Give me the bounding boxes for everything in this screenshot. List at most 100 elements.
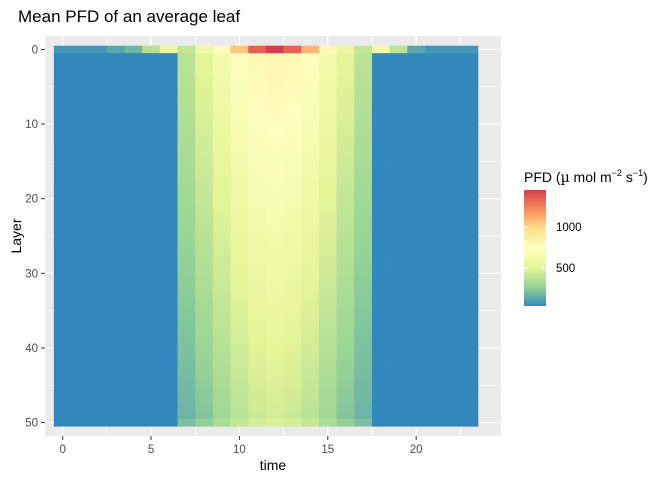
heatmap-tile <box>265 165 284 173</box>
y-tick-label: 50 <box>25 418 38 430</box>
heatmap-tile <box>318 269 337 278</box>
heatmap-tile <box>71 157 90 166</box>
heatmap-tile <box>177 351 196 360</box>
heatmap-tile <box>89 142 108 151</box>
heatmap-tile <box>71 68 90 76</box>
heatmap-tile <box>425 127 443 136</box>
heatmap-tile <box>230 262 249 270</box>
heatmap-tile <box>195 291 214 300</box>
heatmap-tile <box>106 403 125 412</box>
heatmap-tile <box>230 247 249 255</box>
heatmap-tile <box>89 112 108 121</box>
heatmap-tile <box>442 359 461 367</box>
heatmap-tile <box>318 314 337 323</box>
heatmap-tile <box>53 217 72 226</box>
heatmap-tile <box>336 90 355 99</box>
heatmap-tile <box>177 254 196 263</box>
heatmap-tile <box>53 269 72 278</box>
heatmap-tile <box>318 135 337 144</box>
heatmap-tile <box>336 165 355 173</box>
heatmap-tile <box>212 172 231 181</box>
heatmap-tile <box>283 194 302 203</box>
heatmap-tile <box>89 217 108 226</box>
heatmap-tile <box>407 388 426 397</box>
heatmap-tile <box>71 120 90 129</box>
heatmap-tile <box>177 120 196 129</box>
heatmap-tile <box>53 60 72 69</box>
heatmap-tile <box>301 291 320 300</box>
heatmap-tile <box>460 127 479 136</box>
heatmap-tile <box>71 247 90 255</box>
heatmap-tile <box>371 165 390 173</box>
heatmap-tile <box>195 262 214 270</box>
heatmap-tile <box>425 344 443 352</box>
heatmap-tile <box>71 142 90 151</box>
heatmap-tile <box>460 135 479 144</box>
heatmap-tile <box>283 83 302 91</box>
heatmap-tile <box>354 224 373 233</box>
heatmap-tile <box>106 68 125 76</box>
heatmap-tile <box>425 60 443 69</box>
heatmap-tile <box>159 336 178 345</box>
heatmap-tile <box>177 366 196 375</box>
heatmap-tile <box>460 247 479 255</box>
heatmap-tile <box>53 403 72 412</box>
heatmap-tile <box>89 411 108 420</box>
heatmap-tile <box>336 142 355 151</box>
heatmap-tile <box>460 284 479 293</box>
heatmap-tile <box>354 202 373 211</box>
heatmap-tile <box>71 336 90 345</box>
heatmap-tile <box>142 254 161 263</box>
heatmap-tile <box>265 97 284 106</box>
heatmap-tile <box>248 388 267 397</box>
heatmap-tile <box>301 105 320 114</box>
heatmap-tile <box>283 247 302 255</box>
heatmap-tile <box>354 209 373 218</box>
heatmap-tile <box>283 291 302 300</box>
heatmap-tile <box>230 127 249 136</box>
heatmap-tile <box>389 194 408 203</box>
legend-tick-label: 500 <box>556 263 575 275</box>
heatmap-tile <box>248 75 267 84</box>
heatmap-tile <box>371 366 390 375</box>
heatmap-tile <box>371 299 390 308</box>
heatmap-tile <box>159 374 178 382</box>
heatmap-tile <box>460 232 479 241</box>
heatmap-tile <box>318 329 337 338</box>
heatmap-tile <box>371 396 390 405</box>
heatmap-tile <box>442 403 461 412</box>
heatmap-tile <box>195 254 214 263</box>
heatmap-tile <box>177 239 196 248</box>
heatmap-tile <box>89 232 108 241</box>
heatmap-tile <box>407 157 426 166</box>
heatmap-tile <box>71 388 90 397</box>
heatmap-tile <box>371 75 390 84</box>
heatmap-tile <box>230 291 249 300</box>
heatmap-tile <box>230 254 249 263</box>
heatmap-tile <box>159 105 178 114</box>
heatmap-tile <box>195 374 214 382</box>
heatmap-tile <box>407 217 426 226</box>
heatmap-tile <box>442 344 461 352</box>
heatmap-tile <box>425 135 443 144</box>
heatmap-tile <box>425 187 443 196</box>
heatmap-tile <box>124 359 143 367</box>
heatmap-tile <box>89 321 108 330</box>
heatmap-tile <box>283 68 302 76</box>
heatmap-tile <box>460 306 479 315</box>
heatmap-tile <box>89 306 108 315</box>
heatmap-tile <box>106 291 125 300</box>
heatmap-tile <box>265 329 284 338</box>
heatmap-tile <box>407 284 426 293</box>
heatmap-tile <box>371 172 390 181</box>
heatmap-tile <box>248 418 267 427</box>
heatmap-tile <box>336 359 355 367</box>
heatmap-tile <box>389 45 408 54</box>
heatmap-tile <box>230 269 249 278</box>
heatmap-tile <box>371 291 390 300</box>
heatmap-tile <box>336 374 355 382</box>
heatmap-tile <box>389 150 408 158</box>
heatmap-tile <box>354 112 373 121</box>
heatmap-tile <box>442 388 461 397</box>
heatmap-tile <box>124 388 143 397</box>
